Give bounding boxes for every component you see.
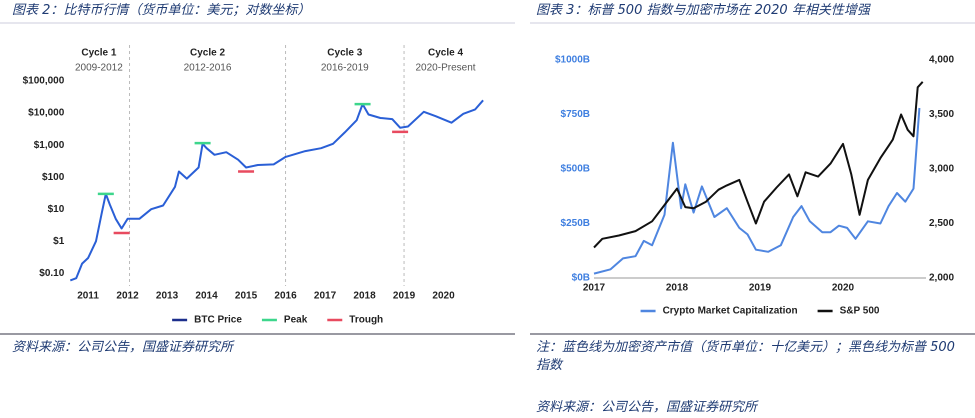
cycle-range: 2020-Present [416,63,476,74]
y-tick-label: $10 [48,204,65,215]
caption: 图表 2：比特币行情（货币单位：美元；对数坐标） [12,3,311,18]
cycle-title: Cycle 2 [190,48,225,59]
x-tick-label: 2017 [583,283,606,294]
legend-label: S&P 500 [840,306,880,317]
y-tick-label: $500B [561,164,590,175]
cycle-title: Cycle 1 [81,48,116,59]
cycle-range: 2016-2019 [321,63,369,74]
y-tick-label: $750B [561,109,590,120]
cycle-title: Cycle 3 [327,48,362,59]
y-tick-label: $0B [572,273,590,284]
y2-tick-label: 3,000 [929,164,954,175]
legend-label: Trough [349,315,383,326]
series-line [69,99,484,282]
x-tick-label: 2019 [749,283,772,294]
series-line [593,107,921,275]
x-tick-label: 2013 [156,291,179,302]
legend-label: Crypto Market Capitalization [663,306,798,317]
cycle-range: 2012-2016 [184,63,232,74]
x-tick-label: 2011 [77,291,99,302]
x-tick-label: 2018 [353,291,376,302]
caption: 图表 3：标普 500 指数与加密市场在 2020 年相关性增强 [536,3,870,18]
x-tick-label: 2016 [274,291,297,302]
legend-label: BTC Price [194,315,242,326]
cycle-title: Cycle 4 [428,48,463,59]
x-tick-label: 2018 [666,283,689,294]
y-tick-label: $1 [53,236,65,247]
x-tick-label: 2020 [832,283,855,294]
y-tick-label: $100 [42,172,65,183]
x-tick-label: 2017 [314,291,337,302]
legend-label: Peak [284,315,308,326]
x-tick-label: 2020 [432,291,455,302]
y-tick-label: $1,000 [34,140,65,151]
y-tick-label: $100,000 [23,76,65,87]
y2-tick-label: 2,500 [929,218,954,229]
y2-tick-label: 4,000 [929,55,954,66]
note: 注：蓝色线为加密资产市值（货币单位：十亿美元）；黑色线为标普 500 指数 [536,340,955,373]
cycle-range: 2009-2012 [75,63,123,74]
source: 资料来源：公司公告，国盛证券研究所 [12,340,234,355]
y2-tick-label: 3,500 [929,109,954,120]
y-tick-label: $10,000 [28,108,65,119]
y-tick-label: $1000B [555,55,590,66]
series-line [593,81,924,249]
y-tick-label: $0.10 [39,268,64,279]
x-tick-label: 2015 [235,291,258,302]
x-tick-label: 2014 [195,291,218,302]
x-tick-label: 2012 [116,291,139,302]
source: 资料来源：公司公告，国盛证券研究所 [536,400,758,415]
y-tick-label: $250B [561,218,590,229]
x-tick-label: 2019 [393,291,416,302]
y2-tick-label: 2,000 [929,273,954,284]
